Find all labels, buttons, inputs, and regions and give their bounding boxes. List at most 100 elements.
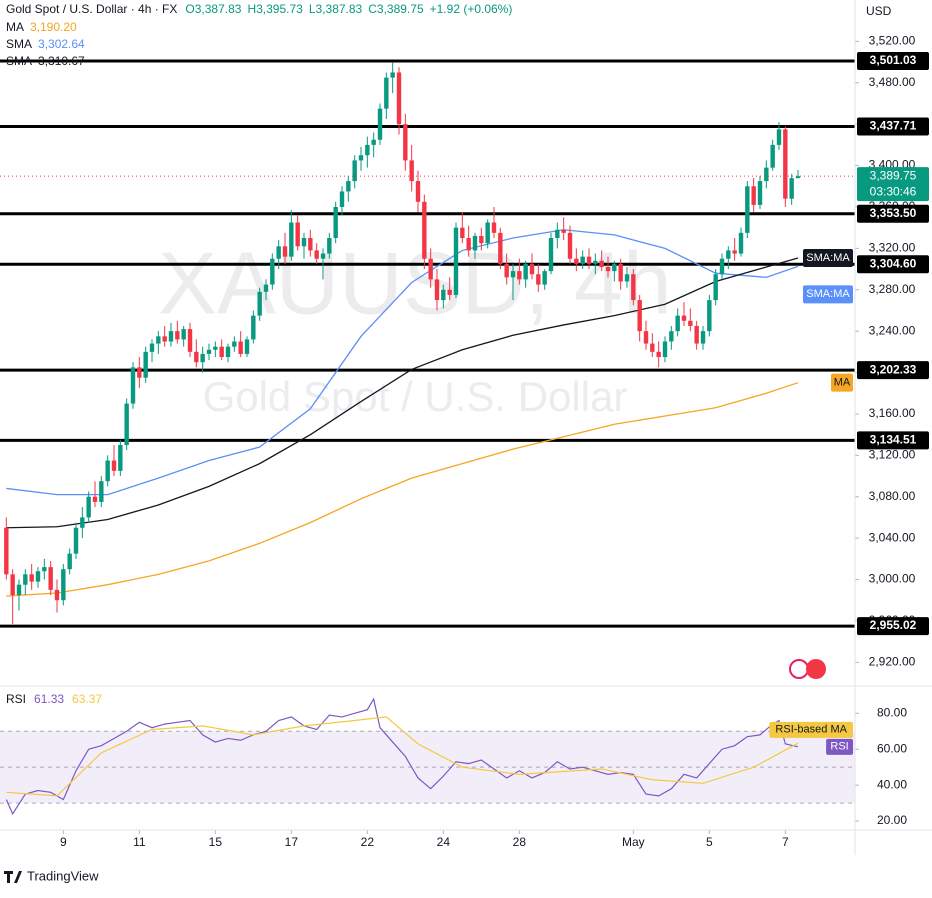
legend-value: 3,190.20 [30, 20, 77, 34]
candle-body [586, 256, 592, 264]
candle-body [339, 191, 345, 207]
candle-body [700, 331, 706, 344]
candle-body [371, 139, 376, 145]
candle-body [308, 238, 313, 251]
candle-body [523, 263, 528, 280]
candle-body [415, 181, 421, 202]
y-tick-label: 2,920.00 [869, 654, 916, 668]
candle-body [327, 238, 332, 254]
watermark-name: Gold Spot / U.S. Dollar [203, 373, 628, 420]
legend-value: 3,310.67 [38, 54, 85, 68]
candle-body [358, 155, 364, 161]
legend-value: 61.33 [34, 692, 64, 706]
candle-body [365, 144, 370, 156]
x-tick-label: 28 [513, 835, 527, 849]
rsi-line [6, 716, 799, 797]
candle-body [295, 222, 300, 247]
candle-body [504, 263, 509, 278]
level-label: 3,353.50 [870, 206, 917, 220]
quote: +1.92 (+0.06%) [430, 2, 513, 16]
candle-body [225, 346, 231, 358]
y-tick-label: 60.00 [877, 741, 907, 755]
level-label: 3,437.71 [870, 119, 917, 133]
plot-layer: 3,520.003,480.003,440.003,400.003,360.00… [0, 2, 929, 849]
candle-body [61, 569, 66, 601]
x-tick-label: 9 [60, 835, 67, 849]
candle-body [42, 567, 47, 572]
watermark-symbol: XAUUSD, 4h [158, 233, 672, 332]
candle-body [206, 349, 212, 354]
candle-body [232, 341, 237, 347]
x-tick-label: 7 [782, 835, 789, 849]
candle-body [434, 279, 440, 301]
candle-body [99, 481, 104, 502]
candle-body [124, 403, 129, 445]
candle-body [23, 574, 28, 585]
candle-body [333, 206, 338, 239]
candle-body [270, 258, 275, 285]
y-tick-label: 3,240.00 [869, 323, 916, 337]
candle-body [656, 351, 661, 358]
candle-body [555, 229, 560, 239]
candle-body [548, 238, 554, 272]
candle-body [510, 271, 516, 278]
candle-body [618, 263, 623, 282]
y-tick-label: 3,040.00 [869, 530, 916, 544]
legend-name: RSI [6, 692, 26, 706]
candle-body [137, 367, 142, 378]
candle-body [447, 289, 452, 295]
candle-body [244, 339, 250, 354]
candle-body [681, 315, 687, 321]
level-label-box [857, 431, 929, 450]
legend-item: SMA 3,310.67 [6, 54, 85, 68]
candle-body [403, 124, 408, 161]
candle-body [314, 250, 319, 259]
y-tick-label: 3,120.00 [869, 448, 916, 462]
ma-line [6, 382, 799, 597]
x-tick-label: May [622, 835, 645, 849]
candle-body [377, 108, 383, 140]
candle-body [745, 186, 750, 233]
candle-body [48, 567, 53, 590]
candle-body [390, 72, 395, 78]
header-icons [789, 659, 826, 679]
icon[interactable] [806, 659, 826, 679]
legend-value: 3,302.64 [38, 37, 85, 51]
candle-body [789, 178, 794, 199]
x-tick-label: 22 [361, 835, 375, 849]
candle-body [80, 517, 85, 528]
candle-body [276, 246, 281, 259]
candle-body [181, 329, 186, 340]
candle-body [320, 253, 326, 259]
series-tag: SMA:MA [806, 252, 850, 264]
last-price-label: 3,389.75 [870, 168, 917, 182]
level-label-box [857, 361, 929, 380]
candle-body [238, 341, 243, 354]
candle-body [542, 271, 547, 285]
candle-body [643, 331, 649, 344]
x-tick-label: 17 [285, 835, 299, 849]
candle-body [517, 271, 522, 280]
x-tick-label: 5 [706, 835, 713, 849]
legend-name: SMA [6, 37, 32, 51]
candle-body [409, 160, 414, 182]
candle-body [713, 274, 718, 301]
series-tag-box [831, 373, 853, 392]
candle-body [498, 232, 503, 264]
candle-body [35, 571, 41, 582]
series-tag-box [803, 249, 853, 268]
candle-body [118, 444, 123, 471]
icon[interactable] [789, 659, 809, 679]
footer-text: TradingView [27, 868, 99, 883]
quote: O3,387.83 [185, 2, 241, 16]
level-label-box [857, 117, 929, 136]
candle-body [795, 176, 801, 179]
x-tick-label: 24 [437, 835, 451, 849]
series-tag: RSI [830, 741, 848, 753]
candle-body [637, 300, 642, 332]
candle-body [263, 284, 269, 292]
header: Gold Spot / U.S. Dollar · 4h · FX O3,387.… [6, 2, 512, 16]
candle-body [105, 460, 110, 482]
candle-body [491, 222, 497, 233]
